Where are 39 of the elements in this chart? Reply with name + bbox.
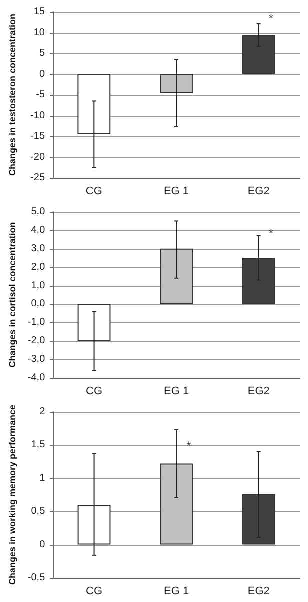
y-tick-label: 1,5 — [31, 440, 46, 451]
y-tick-label: -2,0 — [28, 336, 46, 347]
x-tick-label: EG 1 — [164, 386, 190, 398]
x-tick-label: EG 1 — [164, 586, 190, 598]
y-axis-title: Changes in testosteron concentration — [8, 14, 18, 176]
y-tick-label: 1,0 — [31, 280, 46, 292]
y-tick-label: -5 — [36, 90, 46, 100]
x-tick-label: EG2 — [248, 186, 270, 198]
x-tick-label: EG2 — [248, 586, 270, 598]
y-tick-label: -0,5 — [28, 572, 46, 584]
y-axis-title: Changes in cortisol concentration — [8, 222, 18, 368]
y-tick-label: 2,0 — [31, 262, 46, 273]
x-tick-label: EG 1 — [164, 186, 190, 198]
y-tick-label: 1 — [40, 472, 46, 484]
y-tick-label: 5,0 — [31, 206, 46, 218]
y-tick-label: 3,0 — [31, 243, 46, 254]
annotation: * — [268, 226, 274, 241]
y-tick-label: 0 — [40, 539, 46, 550]
annotation: * — [268, 11, 274, 26]
x-tick-label: CG — [86, 586, 103, 598]
y-tick-label: 0,0 — [31, 298, 46, 310]
x-tick-label: EG2 — [248, 386, 270, 398]
y-tick-label: 5 — [39, 48, 46, 59]
y-tick-label: -20 — [30, 152, 46, 163]
y-tick-label: 0 — [39, 68, 46, 80]
y-tick-label: -3,0 — [28, 354, 46, 366]
y-tick-label: -25 — [30, 172, 46, 184]
y-tick-label: 4,0 — [31, 224, 46, 236]
y-tick-label: 0,5 — [31, 506, 46, 518]
y-tick-label: 2 — [40, 406, 46, 418]
y-tick-label: -1,0 — [28, 317, 46, 328]
x-tick-label: CG — [86, 186, 102, 198]
y-tick-label: 10 — [34, 27, 46, 38]
y-tick-label: -15 — [30, 131, 46, 142]
y-axis-title: Changes in working memory performance — [8, 404, 18, 586]
y-tick-label: -10 — [30, 110, 46, 122]
y-tick-label: 15 — [34, 6, 46, 18]
x-tick-label: CG — [86, 386, 103, 398]
y-tick-label: -4,0 — [28, 372, 46, 384]
